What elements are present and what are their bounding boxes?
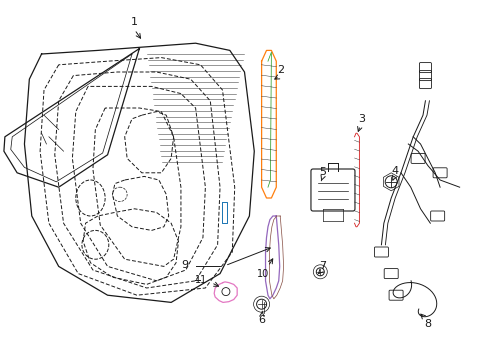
- Text: 7: 7: [319, 261, 325, 271]
- Text: 6: 6: [258, 315, 264, 325]
- Text: 11: 11: [195, 275, 207, 285]
- Text: 3: 3: [358, 114, 365, 124]
- Text: 8: 8: [424, 319, 430, 329]
- Text: 4: 4: [391, 166, 398, 176]
- Text: 9: 9: [181, 260, 188, 270]
- Text: 5: 5: [319, 167, 325, 177]
- Text: 10: 10: [256, 269, 269, 279]
- Text: 2: 2: [277, 65, 284, 75]
- Text: 1: 1: [131, 17, 138, 27]
